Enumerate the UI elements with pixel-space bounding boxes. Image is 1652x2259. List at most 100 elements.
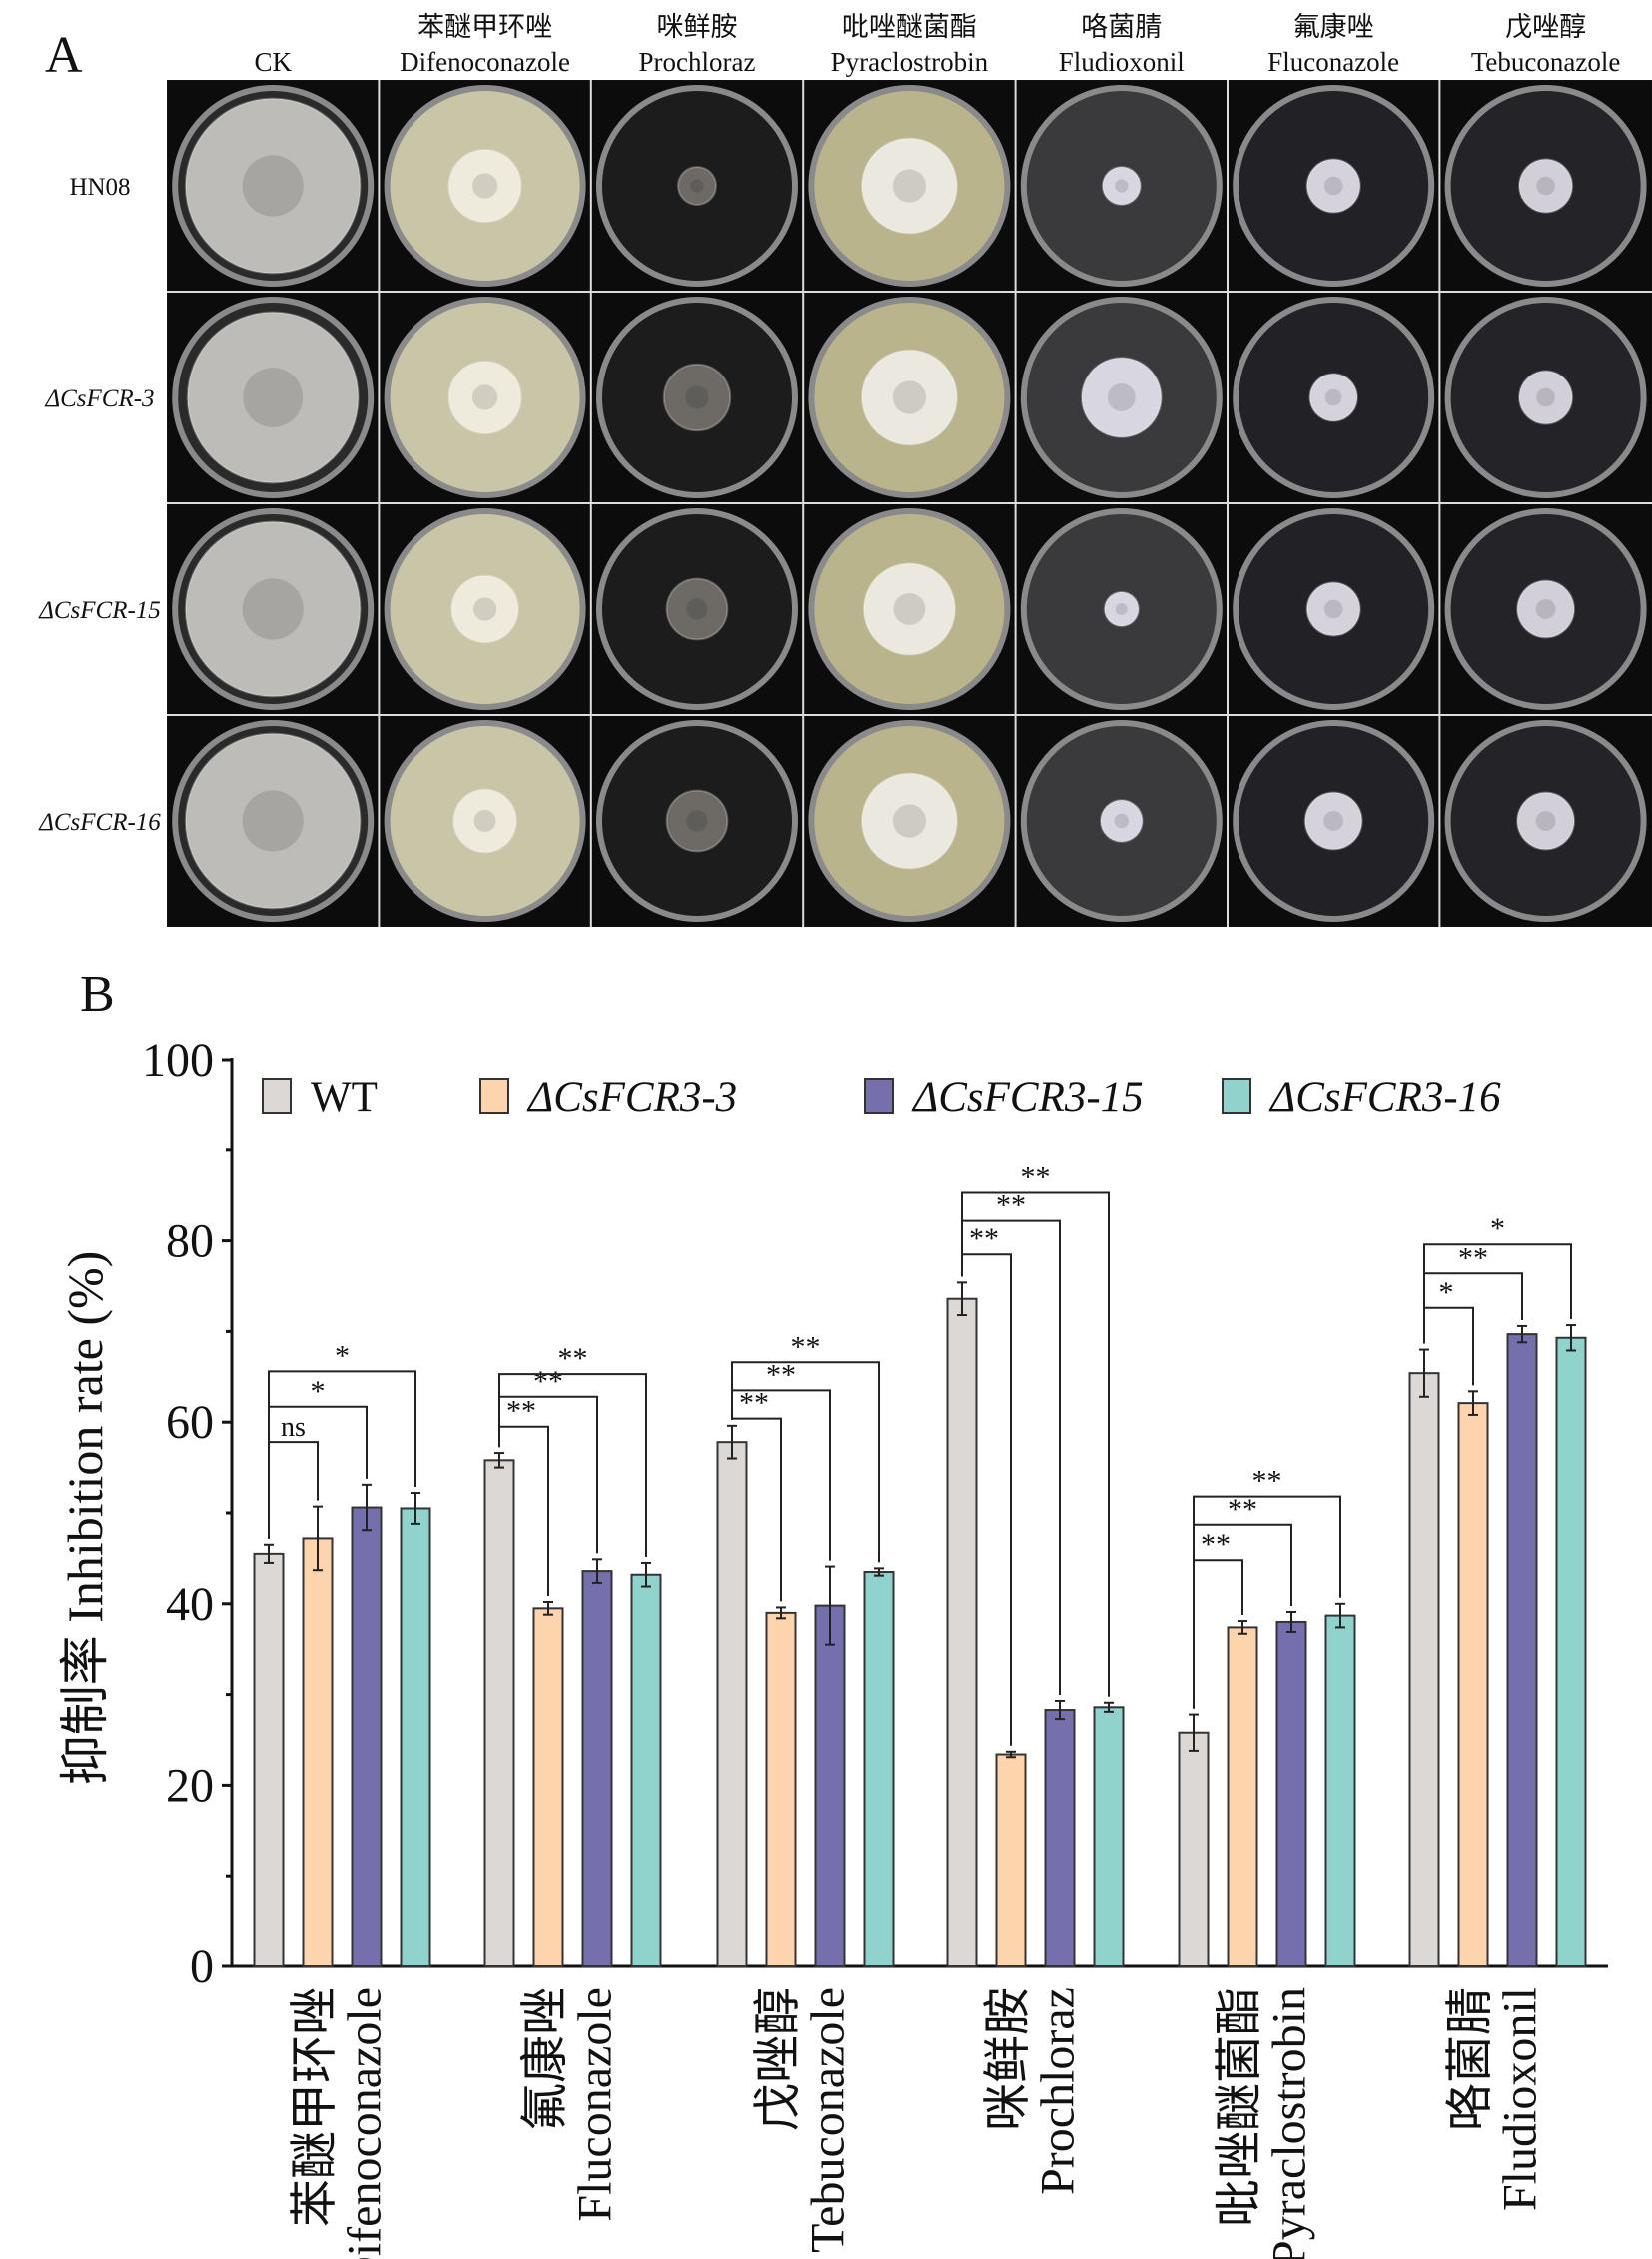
column-header-zh: 吡唑醚菌酯: [842, 12, 977, 42]
bar: [765, 1611, 797, 1967]
colony-center: [1323, 811, 1344, 831]
fungal-colony: [184, 732, 362, 910]
significance-bracket: [731, 1361, 880, 1563]
petri-plate: [804, 293, 1015, 502]
plate-photo-grid: CK 苯醚甲环唑 Difenoconazole 咪鲜胺 Prochloraz 吡唑醚菌酯 P…: [38, 12, 1652, 927]
x-tick-label-en: Fludioxonil: [1494, 1987, 1547, 2211]
fungal-colony: [1516, 579, 1576, 639]
colony-center: [892, 169, 927, 203]
petri-plate: [380, 81, 590, 291]
y-tick-label: 60: [166, 1396, 214, 1449]
significance-label: **: [1201, 1528, 1231, 1561]
significance-label: **: [1458, 1241, 1488, 1274]
fungal-colony: [1080, 357, 1163, 438]
petri-plate: [1440, 293, 1651, 502]
fungal-colony: [860, 137, 958, 235]
colony-center: [1323, 176, 1343, 196]
x-tick-label-en: Fluconazole: [569, 1987, 622, 2222]
column-header-en: Fludioxonil: [1059, 47, 1185, 77]
legend-label: ΔCsFCR3-16: [1268, 1074, 1501, 1121]
legend-label: ΔCsFCR3-15: [911, 1074, 1144, 1121]
bar: [1457, 1402, 1489, 1967]
petri-plate: [591, 81, 803, 291]
fungal-colony: [677, 166, 717, 206]
petri-plate: [168, 504, 379, 714]
colony-center: [471, 384, 498, 410]
legend-swatch: [262, 1078, 292, 1114]
colony-center: [1536, 176, 1555, 196]
significance-label: *: [311, 1375, 326, 1408]
x-tick-label-zh: 咯菌腈: [1444, 1987, 1497, 2131]
significance-bracket: [498, 1373, 647, 1557]
bar: [995, 1753, 1027, 1967]
significance-bracket: [1193, 1495, 1341, 1709]
colony-center: [892, 804, 927, 838]
petri-plate: [804, 716, 1015, 926]
legend-label: ΔCsFCR3-3: [526, 1074, 737, 1121]
fungal-colony: [184, 520, 362, 698]
bar-chart: 0 20 40 60 80 100 抑制率 Inhibition rate (%) WT ΔCs…: [57, 1034, 1608, 2259]
colony-center: [1114, 813, 1130, 829]
petri-plate: [1229, 293, 1439, 502]
column-header-en: CK: [254, 47, 292, 77]
fungal-colony: [1308, 373, 1358, 422]
bar: [716, 1441, 748, 1967]
y-tick-label: 100: [142, 1034, 214, 1087]
fungal-colony: [1516, 791, 1576, 851]
legend-label: WT: [311, 1074, 378, 1121]
bar: [581, 1570, 613, 1968]
fungal-colony: [1101, 166, 1142, 206]
colony-center: [1535, 811, 1556, 831]
colony-center: [471, 173, 498, 199]
x-tick-label-zh: 咪鲜胺: [982, 1987, 1035, 2131]
petri-plate: [1229, 504, 1439, 714]
row-label: ΔCsFCR-16: [38, 809, 161, 836]
bar: [814, 1604, 846, 1967]
colony-center: [242, 790, 304, 852]
significance-label: **: [1021, 1160, 1051, 1193]
significance-bracket: [268, 1441, 319, 1539]
significance-bracket: [961, 1191, 1110, 1697]
legend-swatch: [864, 1078, 894, 1114]
bar: [863, 1571, 895, 1968]
colony-center: [1536, 387, 1555, 407]
x-tick-label-zh: 戊唑醇: [752, 1987, 805, 2131]
colony-center: [1115, 603, 1128, 615]
fungal-colony: [447, 360, 522, 435]
significance-bracket: [268, 1370, 416, 1539]
bar: [630, 1573, 662, 1968]
bar: [1408, 1372, 1440, 1967]
petri-plate: [168, 716, 379, 926]
fungal-colony: [1099, 799, 1144, 843]
panel-a-label: A: [45, 27, 83, 84]
bar: [483, 1459, 515, 1968]
colony-center: [242, 578, 304, 640]
bar: [351, 1506, 383, 1967]
column-header-en: Pyraclostrobin: [831, 47, 989, 77]
bar: [1044, 1709, 1076, 1967]
fungal-colony: [860, 349, 958, 446]
significance-label: **: [533, 1365, 563, 1398]
bar: [1178, 1731, 1210, 1967]
fungal-colony: [450, 574, 519, 644]
x-tick-label-en: Prochloraz: [1032, 1987, 1085, 2195]
significance-label: ns: [281, 1412, 306, 1443]
colony-center: [686, 810, 708, 832]
fungal-colony: [860, 772, 958, 870]
significance-label: **: [766, 1358, 796, 1391]
legend-swatch: [479, 1078, 509, 1114]
panel-b-label: B: [80, 966, 115, 1023]
bar: [1227, 1626, 1258, 1967]
petri-plate: [380, 716, 590, 926]
row-label: ΔCsFCR-3: [44, 385, 154, 412]
petri-plate: [1229, 716, 1439, 926]
petri-plate: [1016, 293, 1227, 502]
bar: [400, 1507, 431, 1967]
row-label: ΔCsFCR-15: [38, 597, 161, 624]
fungal-colony: [1303, 791, 1363, 851]
petri-plate: [168, 293, 379, 502]
colony-center: [472, 597, 497, 621]
petri-plate: [1440, 504, 1651, 714]
y-tick-label: 40: [166, 1578, 214, 1631]
